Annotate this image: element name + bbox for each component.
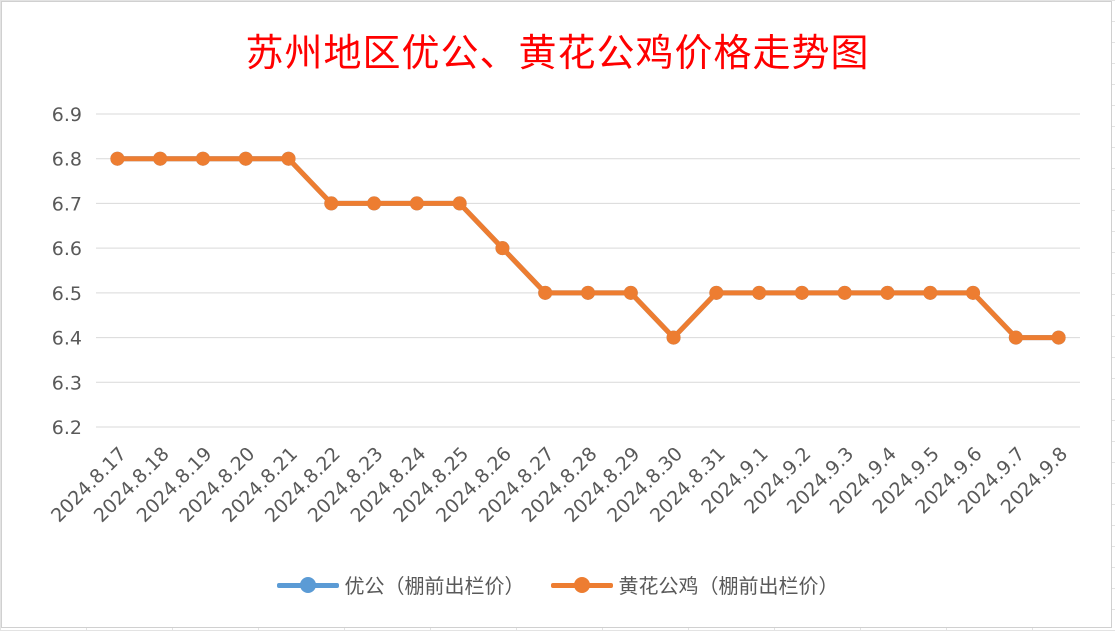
series-2-point — [709, 285, 724, 300]
series-2-point — [324, 196, 339, 211]
series-2-point — [1008, 330, 1023, 345]
y-tick-label: 6.4 — [52, 328, 82, 350]
legend-item-series-1: 优公（棚前出栏价） — [276, 570, 525, 599]
chart-title: 苏州地区优公、黄花公鸡价格走势图 — [245, 31, 870, 75]
series-2-point — [281, 151, 296, 166]
series-2-point — [110, 151, 125, 166]
series-2-point — [623, 285, 638, 300]
x-axis-ticks: 2024.8.172024.8.182024.8.192024.8.202024… — [47, 443, 1072, 527]
legend-label-series-1: 优公（棚前出栏价） — [344, 574, 525, 598]
series-2-point — [880, 285, 895, 300]
legend-swatch-series-1 — [276, 575, 339, 595]
y-tick-label: 6.7 — [52, 193, 82, 215]
series-2-point — [837, 285, 852, 300]
series-2-point — [153, 151, 168, 166]
series-2-point — [195, 151, 210, 166]
series-2-point — [581, 285, 595, 300]
series-2-point — [1051, 330, 1066, 345]
y-tick-label: 6.9 — [52, 104, 82, 126]
y-axis-ticks: 6.9 6.8 6.7 6.6 6.5 6.4 6.3 6.2 — [52, 104, 82, 439]
series-2-point — [966, 285, 981, 300]
series-2-point — [923, 285, 938, 300]
series-2 — [110, 151, 1066, 345]
legend-label-series-2: 黄花公鸡（棚前出栏价） — [618, 574, 839, 598]
legend-item-series-2: 黄花公鸡（棚前出栏价） — [550, 570, 839, 599]
series-2-point — [409, 196, 424, 211]
series-lines — [110, 151, 1066, 345]
y-tick-label: 6.3 — [52, 372, 82, 394]
series-2-point — [752, 285, 767, 300]
series-2-point — [538, 285, 553, 300]
legend-swatch-series-2 — [550, 575, 613, 595]
y-tick-label: 6.6 — [52, 238, 82, 260]
series-2-point — [238, 151, 253, 166]
y-tick-label: 6.2 — [52, 417, 82, 439]
y-tick-label: 6.5 — [52, 283, 82, 305]
legend: 优公（棚前出栏价） 黄花公鸡（棚前出栏价） — [2, 570, 1113, 599]
series-2-point — [452, 196, 467, 211]
series-2-point — [367, 196, 382, 211]
series-2-point — [666, 330, 681, 345]
y-tick-label: 6.8 — [52, 149, 82, 171]
series-2-point — [495, 241, 510, 256]
series-2-point — [794, 285, 809, 300]
